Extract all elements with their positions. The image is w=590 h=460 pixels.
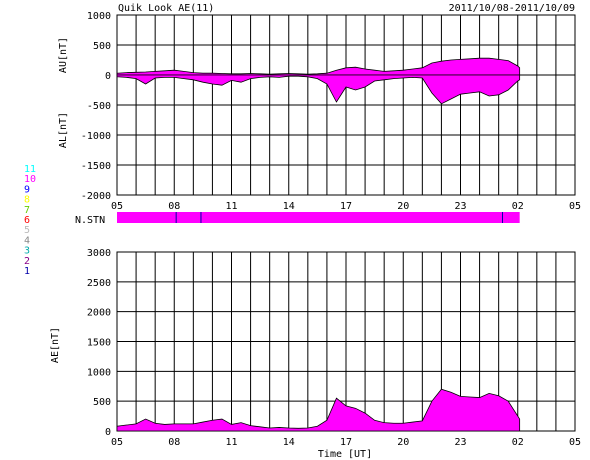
auAl-xtick-label: 14 — [283, 201, 295, 212]
ae-xtick-label: 08 — [168, 437, 180, 448]
ylabel-au: AU[nT] — [58, 37, 69, 73]
legend-entry: 2 — [24, 256, 30, 267]
legend-entry: 11 — [24, 164, 36, 175]
ylabel-ae: AE[nT] — [50, 327, 61, 363]
chart-title: Quik Look AE(11) — [118, 3, 214, 14]
auAl-ytick-label: -1500 — [81, 161, 111, 172]
series-au-area — [116, 57, 521, 76]
auAl-ytick-label: -2000 — [81, 191, 111, 202]
legend-entry: 4 — [24, 235, 30, 246]
ae-ytick-label: 2000 — [87, 308, 111, 319]
auAl-xtick-label: 05 — [111, 201, 123, 212]
auAl-xtick-label: 08 — [168, 201, 180, 212]
legend-entry: 8 — [24, 195, 30, 206]
ae-ytick-label: 1500 — [87, 338, 111, 349]
date-range: 2011/10/08-2011/10/09 — [449, 3, 575, 14]
ae-xtick-label: 17 — [340, 437, 352, 448]
auAl-xtick-label: 23 — [454, 201, 466, 212]
auAl-ytick-label: -500 — [87, 101, 111, 112]
series-al-area — [116, 74, 521, 105]
ae-ytick-label: 0 — [105, 427, 111, 438]
auAl-xtick-label: 17 — [340, 201, 352, 212]
auAl-xtick-label: 11 — [225, 201, 237, 212]
ae-ytick-label: 3000 — [87, 248, 111, 259]
ae-xtick-label: 05 — [569, 437, 581, 448]
ylabel-al: AL[nT] — [58, 112, 69, 148]
ae-ytick-label: 1000 — [87, 367, 111, 378]
ae-xtick-label: 14 — [283, 437, 295, 448]
auAl-ytick-label: -1000 — [81, 131, 111, 142]
auAl-xtick-label: 05 — [569, 201, 581, 212]
ae-ytick-label: 500 — [93, 397, 111, 408]
series-ae-area — [116, 388, 521, 432]
legend-entry: 3 — [24, 246, 30, 257]
nstn-panel — [117, 212, 520, 223]
xlabel-time: Time [UT] — [318, 449, 372, 460]
legend-entry: 5 — [24, 225, 30, 236]
legend-entry: 7 — [24, 205, 30, 216]
legend-entry: 10 — [24, 174, 36, 185]
ae-ytick-label: 2500 — [87, 278, 111, 289]
ae-xtick-label: 20 — [397, 437, 409, 448]
auAl-frame — [116, 14, 576, 196]
nstn-segment — [117, 212, 520, 223]
auAl-ytick-label: 0 — [105, 71, 111, 82]
ae-xtick-label: 02 — [512, 437, 524, 448]
ae-xtick-label: 11 — [225, 437, 237, 448]
auAl-ytick-label: 1000 — [87, 11, 111, 22]
ae-xtick-label: 05 — [111, 437, 123, 448]
legend-entry: 6 — [24, 215, 30, 226]
auAl-xtick-label: 02 — [512, 201, 524, 212]
legend-entry: 9 — [24, 184, 30, 195]
auAl-xtick-label: 20 — [397, 201, 409, 212]
ae-xtick-label: 23 — [454, 437, 466, 448]
nstn-label: N.STN — [75, 215, 105, 226]
legend-entry: 1 — [24, 266, 30, 277]
auAl-ytick-label: 500 — [93, 41, 111, 52]
